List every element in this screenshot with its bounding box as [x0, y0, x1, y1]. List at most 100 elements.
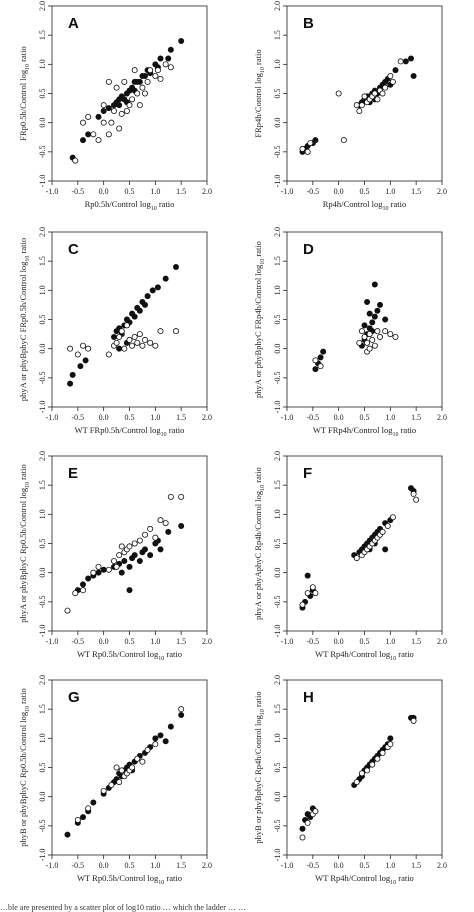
data-point-open — [167, 64, 174, 71]
data-point-filled — [167, 46, 174, 53]
x-tick-label: -1.0 — [281, 861, 294, 870]
data-point-open — [374, 96, 381, 103]
data-point-filled — [95, 113, 102, 120]
data-point-open — [105, 566, 112, 573]
panel-letter: B — [303, 15, 314, 32]
data-point-open — [116, 333, 123, 340]
data-point-open — [80, 342, 87, 349]
data-point-open — [139, 84, 146, 91]
data-point-open — [72, 157, 79, 164]
figure-caption-fragment: …ble are presented by a scatter plot of … — [0, 904, 246, 912]
data-point-open — [312, 808, 319, 815]
data-point-open — [74, 817, 81, 824]
panel-d: D -1.0 -0.5 0.0 0.5 1.0 1.5 2.0 -1.0 -0.5 0.0 0.5 1.… — [253, 227, 447, 438]
data-point-filled — [312, 137, 319, 144]
data-point-open — [118, 328, 125, 335]
data-point-open — [100, 787, 107, 794]
y-tick-label: -1.0 — [38, 625, 47, 638]
data-point-open — [178, 493, 185, 500]
data-point-filled — [116, 345, 123, 352]
data-point-open — [366, 331, 373, 338]
y-axis: -1.0 -0.5 0.0 0.5 1.0 1.5 2.0 — [273, 227, 287, 413]
data-point-filled — [312, 366, 319, 373]
plot-frame — [286, 231, 443, 408]
data-point-filled — [141, 546, 148, 553]
y-tick-label: -0.5 — [273, 595, 282, 608]
data-point-open — [139, 342, 146, 349]
y-tick-label: 1.0 — [273, 509, 282, 519]
data-point-filled — [136, 558, 143, 565]
data-point-filled — [167, 723, 174, 730]
data-point-filled — [366, 310, 373, 317]
y-tick-label: 1.0 — [273, 59, 282, 69]
data-point-filled — [382, 546, 389, 553]
y-tick-label: 2.0 — [38, 451, 47, 461]
data-point-filled — [100, 108, 107, 115]
panel-letter: D — [303, 241, 314, 258]
x-tick-label: 0.5 — [125, 861, 135, 870]
data-point-filled — [77, 363, 84, 370]
data-point-open — [162, 61, 169, 68]
y-tick-label: 2.0 — [273, 1, 282, 11]
data-point-open — [299, 145, 306, 152]
data-point-open — [105, 78, 112, 85]
data-point-open — [121, 78, 128, 85]
data-point-open — [144, 747, 151, 754]
data-point-open — [80, 119, 87, 126]
y-tick-label: 1.0 — [38, 733, 47, 743]
data-point-open — [111, 558, 118, 565]
y-tick-label: 1.0 — [273, 733, 282, 743]
x-tick-label: -0.5 — [71, 637, 84, 646]
x-tick-label: 1.0 — [385, 187, 395, 196]
data-point-open — [410, 717, 417, 724]
panel-letter: F — [303, 465, 312, 482]
data-point-open — [358, 770, 365, 777]
y-tick-label: 0.5 — [273, 763, 282, 773]
series-open — [67, 322, 179, 358]
x-tick-label: 1.0 — [150, 413, 160, 422]
data-point-open — [116, 779, 123, 786]
data-point-open — [100, 119, 107, 126]
data-point-open — [397, 58, 404, 65]
data-point-filled — [100, 566, 107, 573]
data-point-open — [113, 84, 120, 91]
y-tick-label: -0.5 — [38, 595, 47, 608]
panel-letter: G — [68, 689, 80, 706]
x-tick-label: 1.5 — [176, 637, 186, 646]
data-point-open — [105, 131, 112, 138]
panel-letter: H — [303, 689, 314, 706]
x-axis: -1.0 -0.5 0.0 0.5 1.0 1.5 2.0 — [46, 407, 212, 422]
data-point-open — [157, 517, 164, 524]
y-tick-label: 0.0 — [273, 568, 282, 578]
x-axis: -1.0 -0.5 0.0 0.5 1.0 1.5 2.0 — [281, 181, 447, 196]
y-axis-label: phyA or phyAphyC Rp4h/Control log10 rati… — [253, 467, 266, 620]
data-point-open — [85, 805, 92, 812]
y-axis: -1.0 -0.5 0.0 0.5 1.0 1.5 2.0 — [273, 451, 287, 637]
x-tick-label: 0.0 — [99, 637, 109, 646]
y-tick-label: 1.0 — [38, 285, 47, 295]
x-tick-label: 1.0 — [150, 861, 160, 870]
data-point-open — [369, 336, 376, 343]
data-point-open — [167, 493, 174, 500]
data-point-open — [152, 534, 159, 541]
x-tick-label: 1.0 — [385, 413, 395, 422]
data-point-filled — [165, 528, 172, 535]
series-filled — [69, 38, 185, 161]
y-tick-label: 0.5 — [273, 539, 282, 549]
x-axis-label: Rp0.5h/Control log10 ratio — [85, 199, 175, 212]
data-point-open — [382, 84, 389, 91]
y-axis: -1.0 -0.5 0.0 0.5 1.0 1.5 2.0 — [38, 227, 52, 413]
data-point-filled — [136, 78, 143, 85]
data-point-open — [364, 339, 371, 346]
x-tick-label: 1.5 — [411, 187, 421, 196]
x-tick-label: 0.5 — [360, 861, 370, 870]
y-tick-label: 1.5 — [273, 30, 282, 40]
data-point-open — [410, 490, 417, 497]
data-point-open — [95, 137, 102, 144]
data-point-open — [67, 345, 74, 352]
x-axis-label: Rp4h/Control log10 ratio — [323, 199, 406, 212]
y-tick-label: 0.0 — [38, 344, 47, 354]
y-axis-label: FRp4h/Control log10 ratio — [253, 49, 266, 137]
x-axis-label: WT Rp4h/Control log10 ratio — [315, 649, 414, 662]
data-point-open — [162, 520, 169, 527]
